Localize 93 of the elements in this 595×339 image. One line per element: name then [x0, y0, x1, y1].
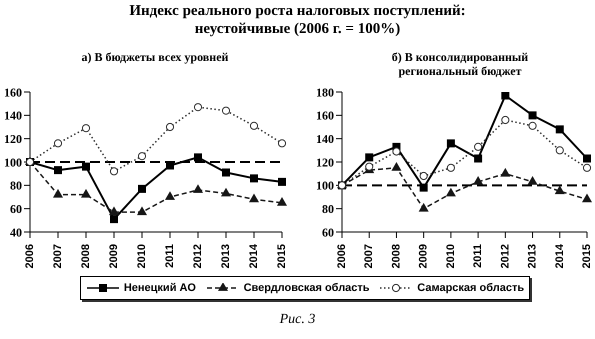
point [528, 122, 537, 130]
x-tick-label: 2014 [554, 243, 566, 268]
point [582, 194, 592, 202]
x-tick-label: 2014 [248, 243, 260, 268]
x-tick-label: 2006 [336, 244, 348, 268]
point [365, 153, 374, 162]
y-tick-label: 40 [10, 225, 22, 240]
point [473, 176, 483, 185]
point [110, 167, 118, 176]
point [555, 186, 564, 194]
point [556, 146, 564, 154]
point [528, 111, 537, 120]
x-tick-label: 2015 [581, 244, 593, 268]
y-tick-label: 160 [4, 85, 22, 100]
point [583, 154, 591, 162]
x-tick-label: 2013 [220, 244, 232, 268]
y-tick-label: 140 [4, 108, 22, 123]
point [82, 162, 90, 171]
point [166, 122, 174, 132]
point [420, 172, 428, 180]
y-tick-label: 140 [316, 132, 334, 146]
point [446, 139, 455, 148]
y-tick-label: 120 [4, 132, 22, 146]
point [582, 164, 592, 172]
point [446, 188, 456, 196]
y-tick-label: 80 [10, 178, 22, 193]
point [446, 164, 455, 172]
point [474, 142, 482, 151]
point [222, 168, 230, 176]
point [221, 188, 231, 196]
x-tick-label: 2006 [24, 244, 36, 268]
text: Рис. 3 [278, 312, 316, 328]
y-tick-label: 100 [4, 155, 22, 170]
chart-title: б) В консолидированный региональный бюджет [390, 50, 530, 78]
point [194, 103, 202, 112]
point [556, 125, 564, 134]
x-tick-label: 2013 [526, 244, 539, 268]
point [194, 153, 202, 162]
point [250, 174, 258, 182]
legend-label: Свердловская область [244, 282, 370, 294]
point [54, 166, 62, 174]
x-tick-label: 2008 [390, 244, 402, 268]
point [193, 184, 203, 193]
point [109, 206, 119, 216]
point [81, 189, 91, 198]
x-tick-label: 2007 [363, 244, 376, 268]
chart-title: Индекс реального роста налоговых поступлений: [128, 2, 467, 20]
x-tick-label: 2012 [192, 244, 204, 268]
point [53, 189, 63, 198]
point [250, 122, 258, 130]
point [392, 147, 401, 156]
point [222, 106, 230, 115]
point [138, 152, 146, 160]
x-tick-label: 2007 [52, 244, 64, 268]
point [501, 92, 510, 100]
point [501, 116, 510, 124]
x-tick-label: 2015 [276, 244, 288, 268]
legend-label: Самарская область [417, 282, 524, 294]
point [500, 168, 510, 177]
point [278, 178, 286, 186]
point [137, 206, 147, 216]
point [54, 139, 62, 148]
y-tick-label: 60 [10, 202, 22, 216]
x-tick-label: 2010 [444, 244, 457, 268]
y-tick-label: 160 [316, 108, 334, 123]
point [82, 124, 90, 132]
point [420, 184, 428, 192]
point [277, 198, 287, 206]
point [392, 162, 402, 171]
point [528, 176, 538, 185]
chart-subtitle: неустойчивые (2006 г. = 100%) [194, 20, 402, 38]
point [278, 139, 286, 148]
x-tick-label: 2010 [136, 244, 148, 268]
x-tick-label: 2009 [418, 244, 430, 268]
x-tick-label: 2011 [164, 244, 176, 268]
point [419, 203, 428, 212]
y-tick-label: 180 [316, 85, 334, 100]
point [165, 192, 175, 200]
point [474, 154, 482, 162]
text: а) В бюджеты всех уровней [80, 50, 230, 65]
point [249, 194, 259, 202]
y-tick-label: 80 [322, 202, 334, 216]
y-tick-label: 60 [322, 225, 334, 240]
x-tick-label: 2011 [472, 244, 484, 268]
y-tick-label: 100 [316, 178, 334, 193]
point [138, 184, 146, 193]
y-tick-label: 120 [316, 155, 334, 170]
x-tick-label: 2009 [108, 244, 120, 268]
point [365, 162, 374, 171]
x-tick-label: 2008 [80, 244, 92, 268]
legend-label: Ненецкий АО [124, 282, 196, 294]
x-tick-label: 2012 [499, 244, 512, 268]
point [110, 215, 118, 224]
